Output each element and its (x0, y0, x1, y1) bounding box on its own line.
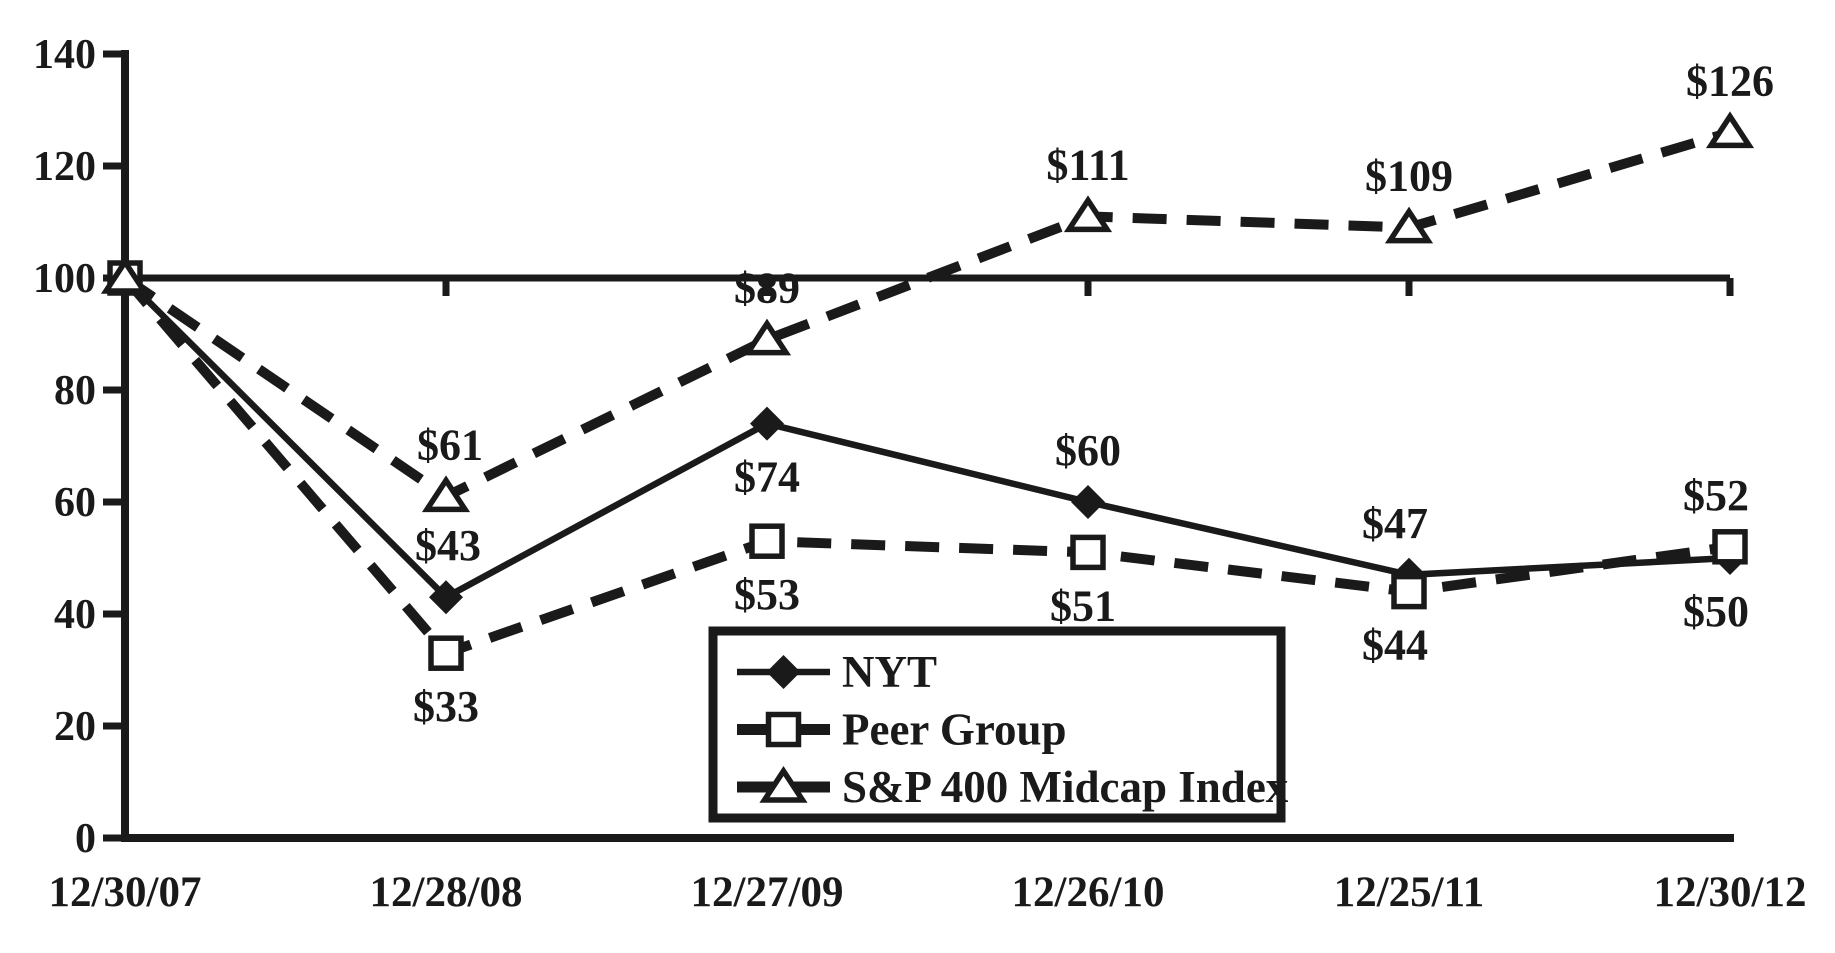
y-tick-label-60: 60 (54, 480, 96, 526)
point-label-nyt-2: $74 (734, 453, 800, 502)
point-label-nyt-5: $50 (1683, 587, 1749, 636)
y-tick-label-40: 40 (54, 592, 96, 638)
s-p-400-midcap-index-marker-4 (1384, 206, 1434, 244)
series-line-s-p-400-midcap-index (122, 127, 1732, 503)
point-label-nyt-1: $43 (415, 521, 481, 570)
y-tick-label-20: 20 (54, 704, 96, 750)
s-p-400-midcap-index-marker-3 (1063, 195, 1113, 233)
series-line-nyt (122, 275, 1731, 602)
y-tick-label-140: 140 (33, 32, 96, 78)
nyt-marker-1 (429, 580, 463, 615)
point-label-peer-group-1: $33 (413, 682, 479, 731)
peer-group-marker-1 (428, 635, 464, 671)
x-tick-label-12-25-11: 12/25/11 (1334, 869, 1485, 916)
point-label-peer-group-4: $44 (1362, 621, 1428, 670)
peer-group-marker-3 (1070, 534, 1106, 571)
s-p-400-midcap-index-marker-1 (421, 475, 471, 513)
point-label-nyt-4: $47 (1362, 499, 1428, 548)
point-label-nyt-3: $60 (1055, 426, 1121, 475)
peer-group-marker-2 (749, 523, 785, 559)
legend-label-s-p-400-midcap-index: S&P 400 Midcap Index (842, 762, 1289, 812)
x-tick-label-12-27-09: 12/27/09 (691, 869, 844, 916)
legend-label-peer-group: Peer Group (842, 705, 1067, 755)
s-p-400-midcap-index-marker-5 (1705, 111, 1755, 149)
point-label-s-p-400-midcap-index-1: $61 (417, 420, 483, 469)
point-label-s-p-400-midcap-index-4: $109 (1365, 152, 1453, 201)
y-tick-label-0: 0 (75, 816, 96, 862)
s-p-400-midcap-index-marker-0 (100, 256, 150, 294)
point-label-peer-group-3: $51 (1050, 581, 1116, 630)
point-label-s-p-400-midcap-index-2: $89 (734, 264, 800, 313)
peer-group-marker-4 (1391, 573, 1427, 610)
point-label-s-p-400-midcap-index-5: $126 (1686, 56, 1774, 105)
point-label-s-p-400-midcap-index-3: $111 (1046, 140, 1129, 189)
legend-marker-nyt (766, 655, 801, 689)
legend-label-nyt: NYT (842, 647, 937, 697)
y-tick-label-80: 80 (54, 368, 96, 414)
nyt-marker-2 (750, 406, 784, 441)
y-tick-label-120: 120 (33, 144, 96, 190)
series-line-peer-group (121, 274, 1731, 660)
x-tick-label-12-30-07: 12/30/07 (49, 869, 202, 916)
x-tick-label-12-28-08: 12/28/08 (370, 869, 523, 916)
y-tick-label-100: 100 (33, 256, 96, 302)
nyt-marker-3 (1071, 485, 1105, 519)
x-tick-label-12-26-10: 12/26/10 (1012, 869, 1165, 916)
legend-marker-peer-group (765, 711, 802, 748)
point-label-peer-group-2: $53 (734, 570, 800, 619)
point-label-peer-group-5: $52 (1683, 471, 1749, 520)
s-p-400-midcap-index-marker-2 (742, 318, 792, 356)
x-tick-label-12-30-12: 12/30/12 (1654, 869, 1807, 916)
legend-marker-s-p-400-midcap-index (759, 765, 808, 803)
peer-group-marker-5 (1712, 529, 1748, 565)
